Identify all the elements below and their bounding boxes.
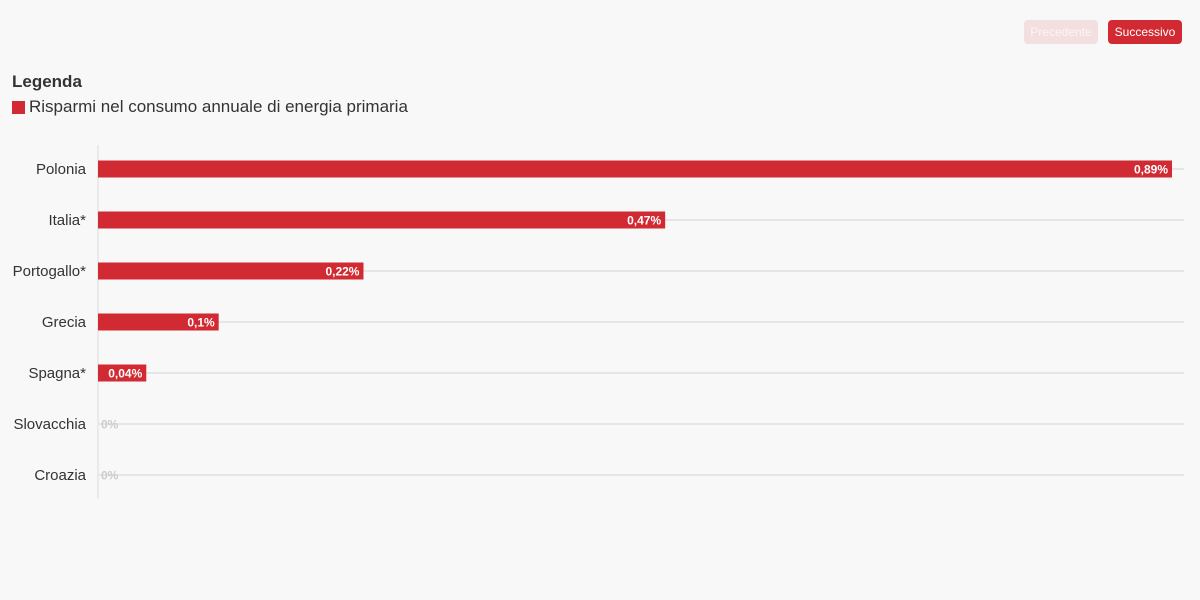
bar[interactable] (98, 160, 1172, 178)
legend-item: Risparmi nel consumo annuale di energia … (12, 97, 408, 117)
category-label: Italia* (48, 212, 86, 229)
category-label: Grecia (42, 314, 87, 331)
bar[interactable] (98, 262, 364, 280)
category-label: Slovacchia (13, 416, 86, 433)
value-label: 0,04% (108, 367, 142, 381)
value-label: 0,47% (627, 214, 661, 228)
category-label: Polonia (36, 161, 87, 178)
bar[interactable] (98, 211, 666, 229)
value-label: 0% (101, 469, 119, 483)
category-label: Portogallo* (13, 263, 87, 280)
value-label: 0,22% (325, 265, 359, 279)
previous-button[interactable]: Precedente (1024, 20, 1098, 44)
legend-swatch (12, 100, 25, 114)
category-label: Croazia (34, 467, 86, 484)
bar[interactable] (98, 364, 147, 382)
legend-title: Legenda (12, 72, 82, 91)
legend-item-label: Risparmi nel consumo annuale di energia … (29, 97, 408, 116)
value-label: 0% (101, 418, 119, 432)
category-label: Spagna* (28, 365, 86, 382)
value-label: 0,1% (187, 316, 215, 330)
bar[interactable] (98, 313, 219, 331)
value-label: 0,89% (1134, 163, 1168, 177)
next-button[interactable]: Successivo (1108, 20, 1182, 44)
